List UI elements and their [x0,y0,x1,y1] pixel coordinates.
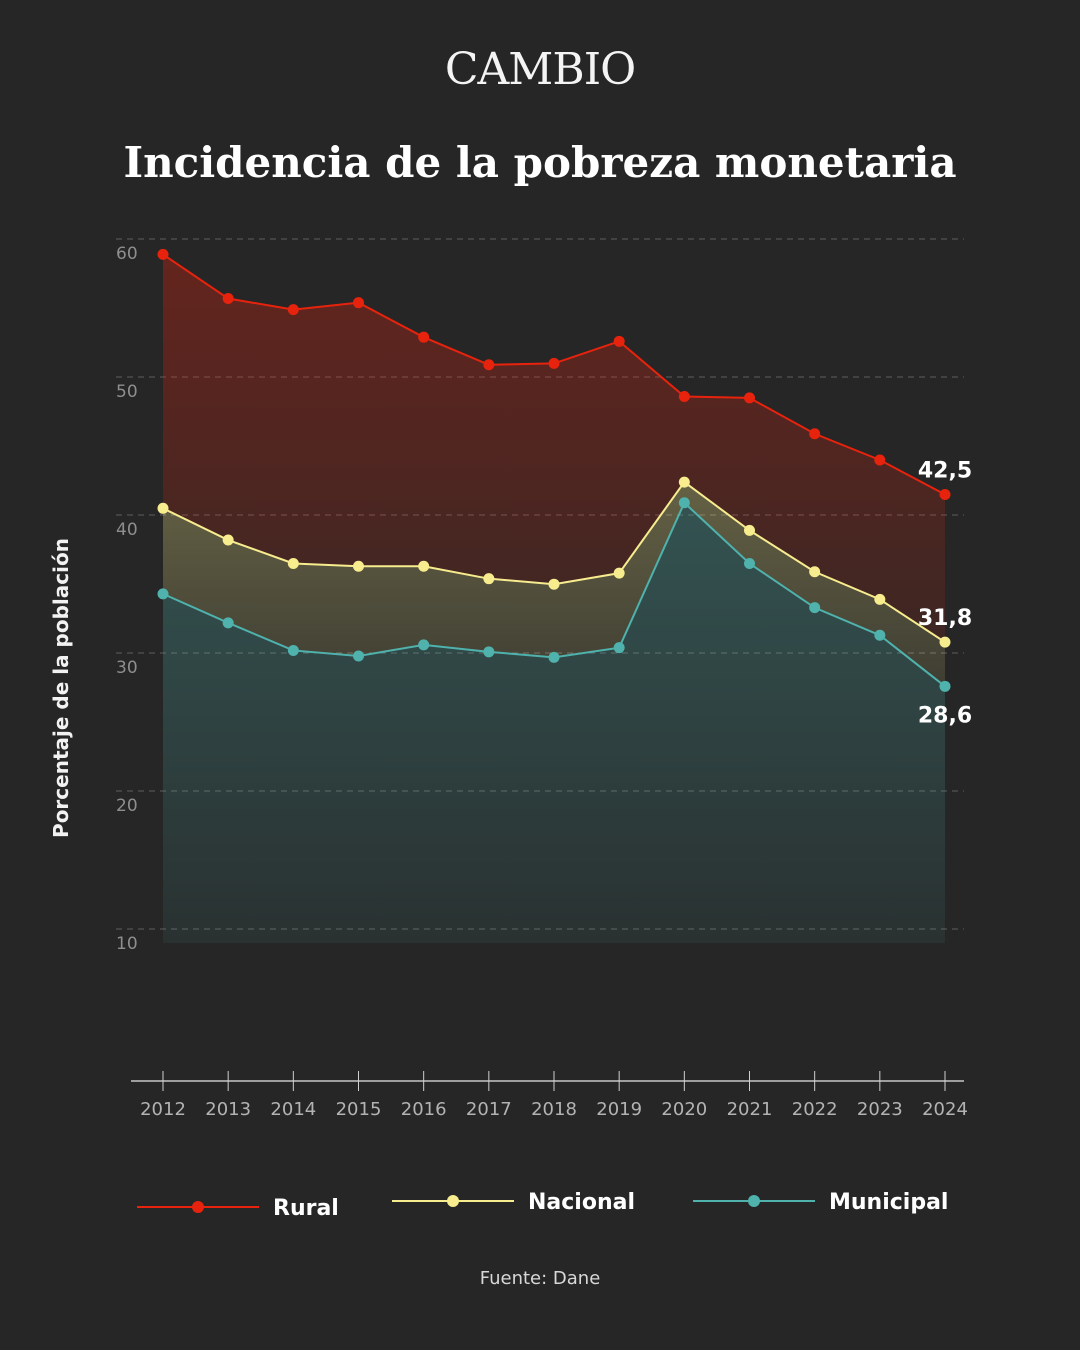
legend-marker-nacional [447,1195,459,1207]
y-tick-50: 50 [116,382,138,402]
end-label-rural: 42,5 [918,459,972,484]
x-tick-2015: 2015 [336,1099,382,1120]
point-nacional-2013 [222,534,234,546]
x-tick-2017: 2017 [466,1099,512,1120]
legend-label-nacional: Nacional [528,1190,635,1215]
point-municipal-2019 [613,642,625,654]
point-nacional-2014 [287,558,299,569]
point-rural-2013 [222,293,234,305]
point-nacional-2022 [809,566,821,578]
point-municipal-2020 [678,497,690,509]
point-municipal-2022 [809,602,821,614]
point-rural-2019 [613,335,625,347]
point-municipal-2013 [222,617,234,629]
point-municipal-2021 [744,558,755,569]
point-municipal-2018 [548,651,560,663]
source-note: Fuente: Dane [479,1268,601,1289]
x-tick-2022: 2022 [792,1099,838,1120]
x-tick-2019: 2019 [596,1099,642,1120]
point-nacional-2019 [613,567,625,579]
point-nacional-2023 [874,593,886,605]
x-tick-2023: 2023 [857,1099,903,1120]
y-axis-label: Porcentaje de la población [49,538,73,838]
legend-label-rural: Rural [273,1196,339,1221]
y-tick-60: 60 [116,244,138,264]
legend-marker-municipal [748,1195,760,1207]
point-municipal-2023 [874,629,886,641]
point-nacional-2015 [353,560,364,572]
end-label-nacional: 31,8 [918,606,972,631]
x-tick-2013: 2013 [205,1099,251,1120]
area-rural [163,254,945,643]
point-municipal-2016 [418,639,430,651]
y-tick-10: 10 [116,934,138,954]
x-tick-2014: 2014 [270,1099,316,1120]
point-municipal-2015 [353,650,364,662]
x-tick-2024: 2024 [922,1099,968,1120]
point-nacional-2012 [157,502,169,514]
point-municipal-2012 [157,588,169,600]
y-tick-30: 30 [116,658,138,678]
point-rural-2020 [678,391,690,403]
point-rural-2018 [548,357,560,369]
point-rural-2012 [157,248,169,260]
legend-marker-rural [192,1201,204,1213]
point-rural-2016 [418,331,430,343]
point-nacional-2016 [418,560,430,572]
y-tick-40: 40 [116,520,138,540]
x-tick-2018: 2018 [531,1099,577,1120]
end-label-municipal: 28,6 [918,703,972,728]
chart-title: Incidencia de la pobreza monetaria [123,138,957,187]
point-rural-2022 [809,428,821,440]
point-rural-2024 [939,489,951,500]
x-tick-2016: 2016 [401,1099,447,1120]
point-rural-2021 [744,392,755,404]
brand-logo: CAMBIO [444,44,636,95]
point-rural-2014 [287,304,299,316]
point-nacional-2018 [548,578,560,590]
point-nacional-2024 [939,636,951,648]
point-municipal-2014 [287,644,299,656]
point-municipal-2024 [939,680,951,692]
x-tick-2021: 2021 [727,1099,773,1120]
point-rural-2017 [483,359,495,371]
point-municipal-2017 [483,646,495,658]
y-tick-20: 20 [116,796,138,816]
point-rural-2015 [353,297,364,309]
x-tick-2020: 2020 [661,1099,707,1120]
point-nacional-2021 [744,524,755,536]
point-nacional-2020 [678,476,690,488]
point-rural-2023 [874,454,886,466]
point-nacional-2017 [483,573,495,585]
x-tick-2012: 2012 [140,1099,186,1120]
legend-label-municipal: Municipal [829,1190,948,1215]
area-municipal [163,502,945,943]
